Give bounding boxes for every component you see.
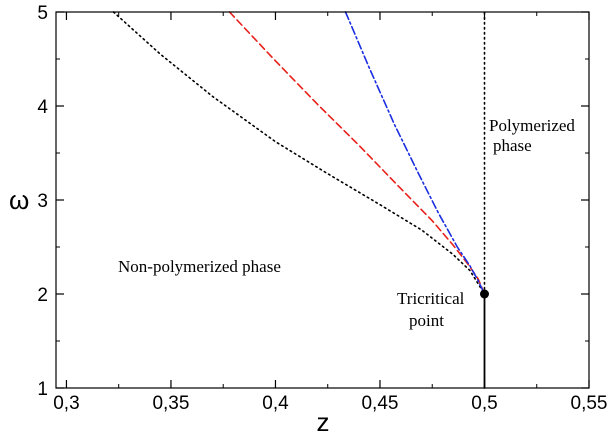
annotation-tricritical-line1: Tricritical bbox=[397, 289, 465, 308]
x-axis-label: z bbox=[317, 407, 330, 435]
x-tick-label: 0,4 bbox=[262, 393, 289, 414]
y-tick-label: 5 bbox=[37, 3, 48, 24]
annotation-polymerized-line1: Polymerized bbox=[489, 116, 575, 135]
x-tick-label: 0,55 bbox=[571, 393, 608, 414]
annotation-tricritical-line2: point bbox=[409, 311, 444, 330]
x-tick-label: 0,5 bbox=[471, 393, 497, 414]
y-tick-label: 2 bbox=[37, 285, 48, 306]
y-tick-label: 4 bbox=[37, 97, 48, 118]
series-line-1 bbox=[112, 11, 486, 295]
ticks-layer: 0,3 0,35 0,4 0,45 0,5 0,55 1 2 3 4 5 bbox=[37, 3, 607, 414]
tricritical-point-marker bbox=[479, 289, 489, 299]
x-tick-label: 0,3 bbox=[53, 393, 79, 414]
x-tick-label: 0,35 bbox=[152, 393, 189, 414]
y-tick-label: 1 bbox=[37, 379, 48, 400]
series-layer bbox=[112, 11, 486, 389]
plot-frame bbox=[55, 11, 590, 389]
y-axis-label: ω bbox=[9, 185, 29, 215]
y-tick-label: 3 bbox=[37, 191, 48, 212]
series-line-3 bbox=[344, 11, 486, 295]
annotation-polymerized-line2: phase bbox=[493, 136, 532, 155]
points-layer bbox=[479, 289, 489, 299]
annotation-non-polymerized: Non-polymerized phase bbox=[118, 257, 281, 276]
series-line-2 bbox=[228, 11, 486, 295]
x-tick-label: 0,45 bbox=[361, 393, 398, 414]
